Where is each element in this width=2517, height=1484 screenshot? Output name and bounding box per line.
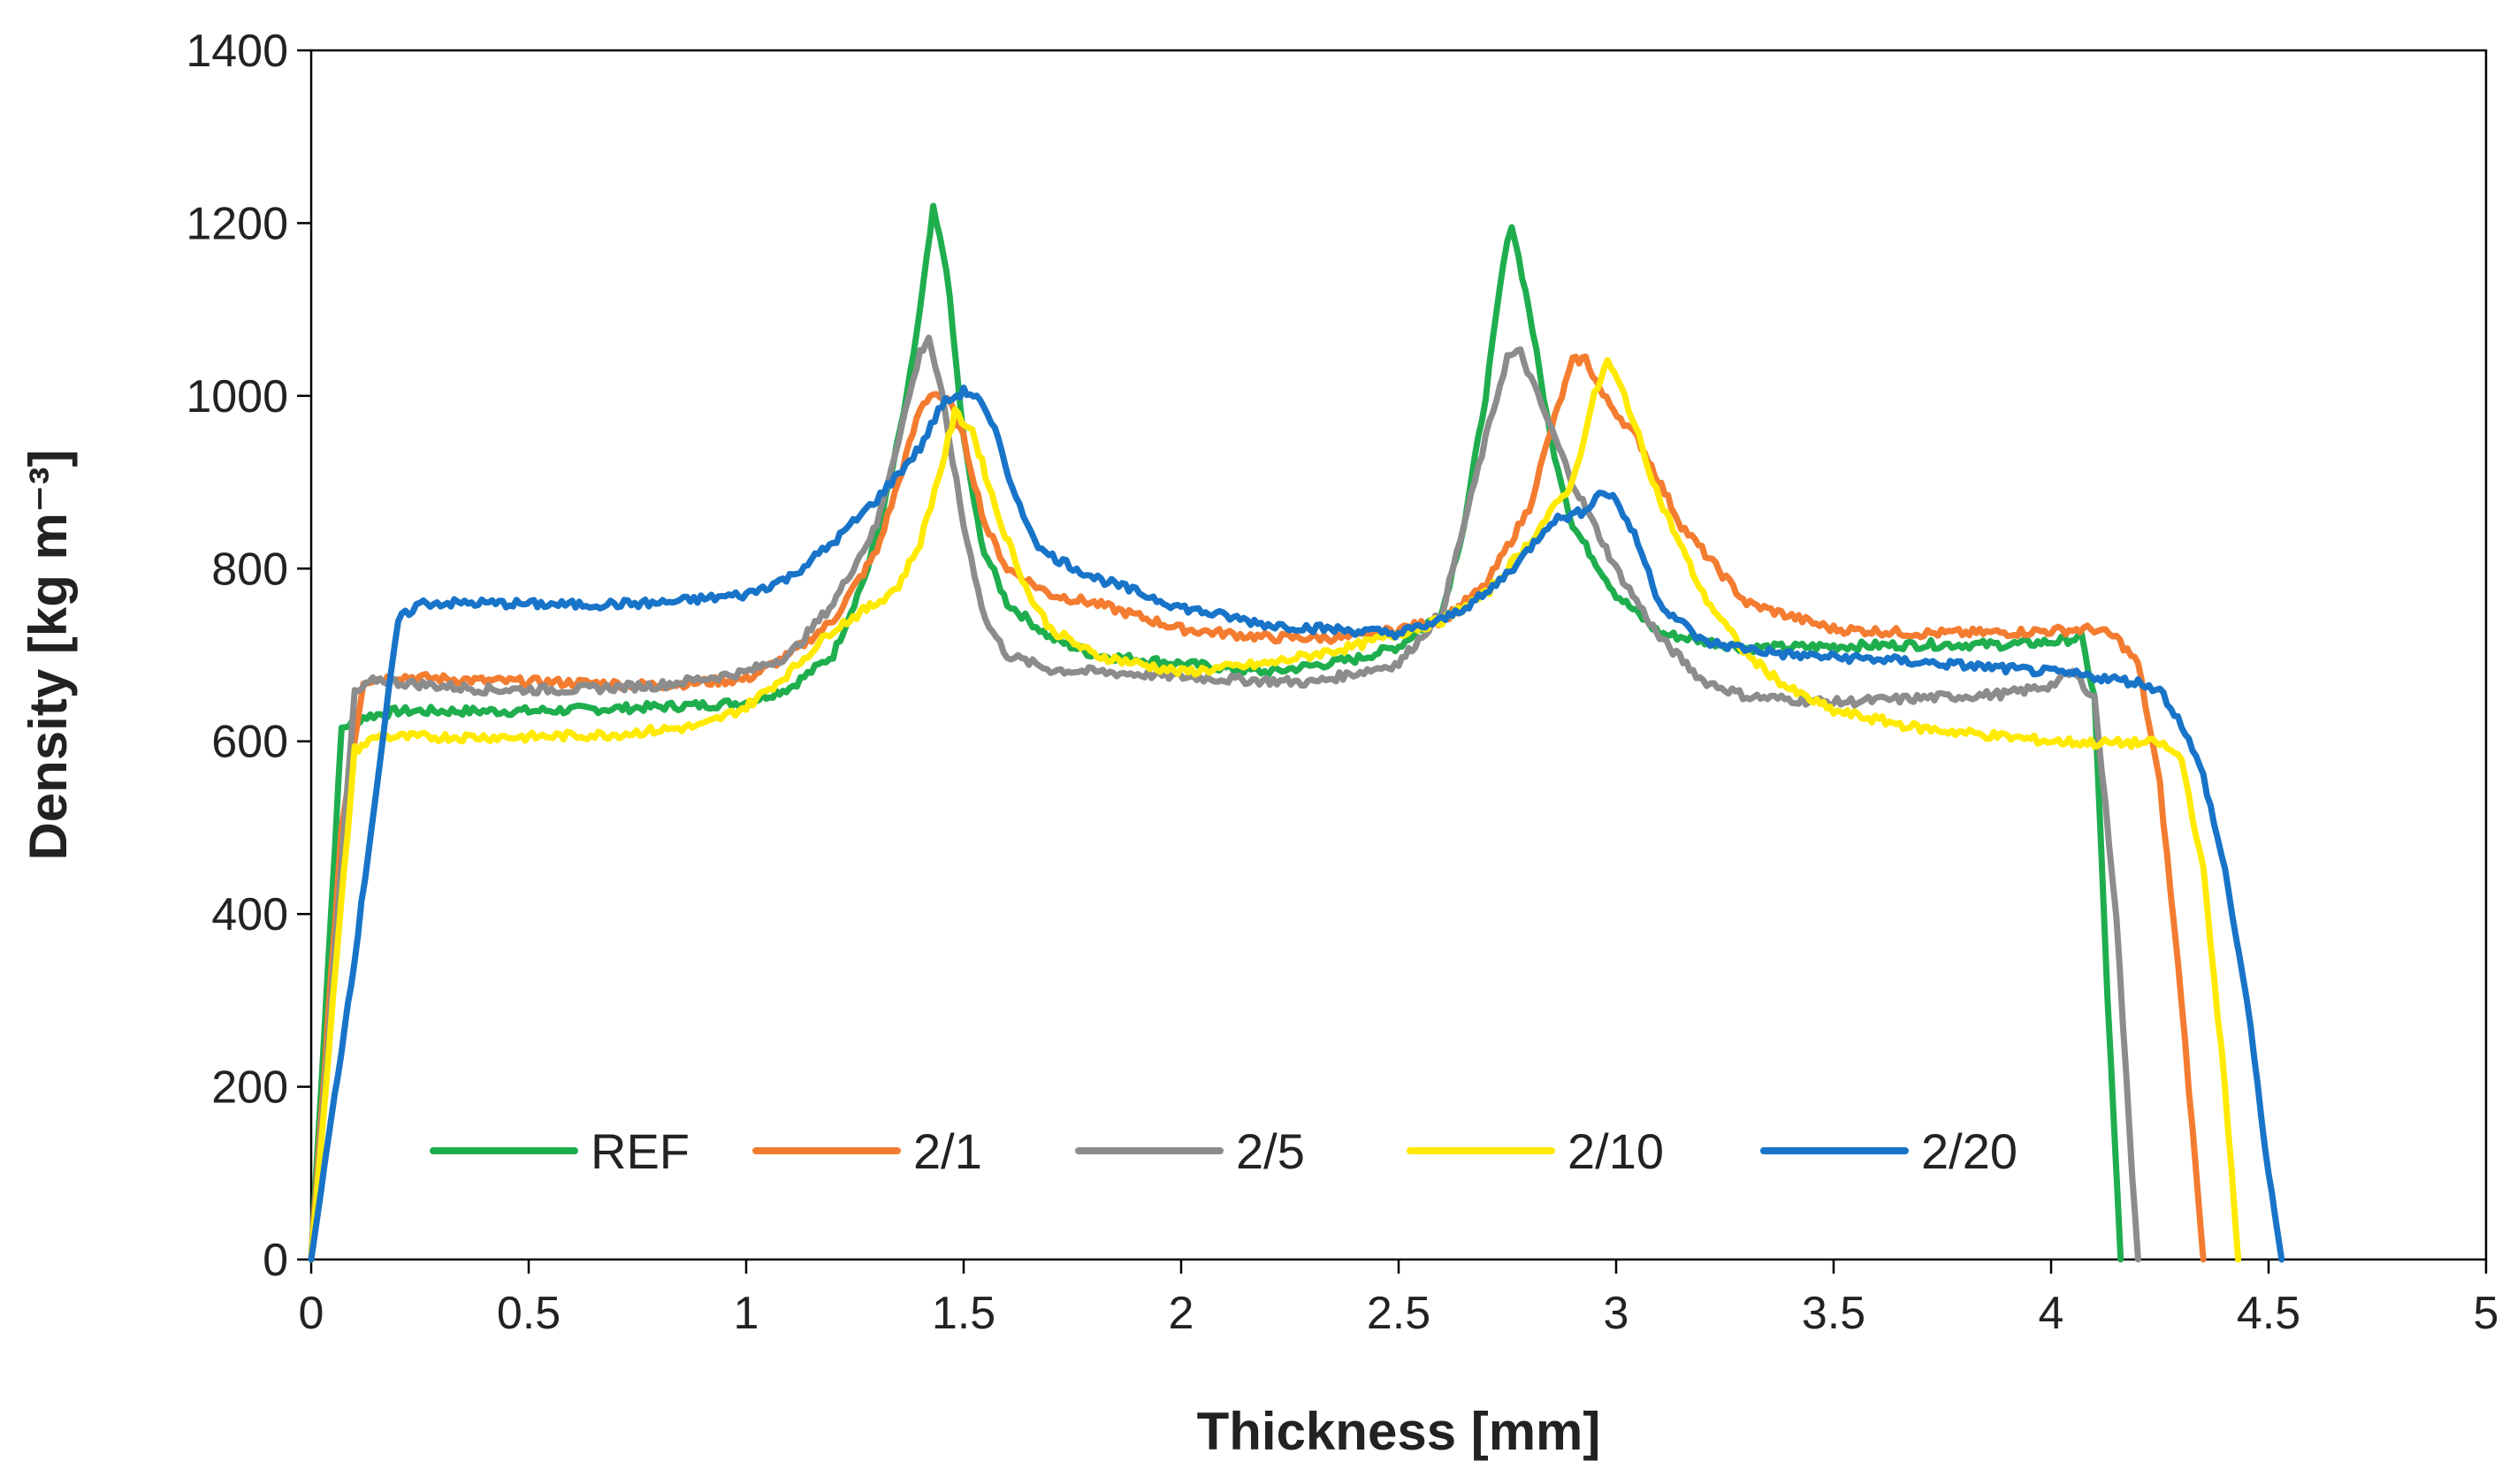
series-layer [308,202,2285,1263]
x-axis-title: Thickness [mm] [1197,1402,1601,1461]
legend-label: 2/5 [1236,1123,1305,1179]
y-tick-label: 200 [211,1062,288,1114]
y-axis-title: Density [kg m⁻³] [19,449,78,860]
y-tick-label: 600 [211,717,288,768]
y-tick-label: 0 [263,1235,288,1286]
legend-label: 2/1 [913,1123,982,1179]
x-tick-label: 5 [2474,1288,2499,1339]
x-tick-label: 1.5 [932,1288,995,1339]
x-axis: 0 0.5 1 1.5 2 2.5 3 3.5 4 4.5 5 [299,1259,2499,1339]
y-tick-label: 1000 [186,371,288,422]
y-tick-label: 1400 [186,26,288,77]
series-line-4 [308,384,2285,1263]
x-tick-label: 0 [299,1288,324,1339]
x-tick-label: 2.5 [1367,1288,1430,1339]
legend-label: 2/20 [1921,1123,2017,1179]
plot-area [309,49,2488,1261]
legend: REF 2/1 2/5 2/10 2/20 [430,1123,2017,1179]
x-tick-label: 3 [1604,1288,1629,1339]
x-tick-label: 2 [1169,1288,1194,1339]
y-tick-label: 1200 [186,198,288,249]
x-tick-label: 0.5 [497,1288,561,1339]
x-tick-label: 4 [2039,1288,2064,1339]
y-tick-label: 800 [211,544,288,595]
legend-label: REF [591,1123,690,1179]
series-line-3 [308,357,2242,1263]
legend-label: 2/10 [1567,1123,1664,1179]
x-tick-label: 4.5 [2237,1288,2300,1339]
y-tick-label: 400 [211,889,288,940]
y-axis: 0 200 400 600 800 1000 1200 1400 [186,26,311,1286]
x-tick-label: 1 [734,1288,759,1339]
series-line-2 [308,334,2141,1263]
x-tick-label: 3.5 [1802,1288,1865,1339]
